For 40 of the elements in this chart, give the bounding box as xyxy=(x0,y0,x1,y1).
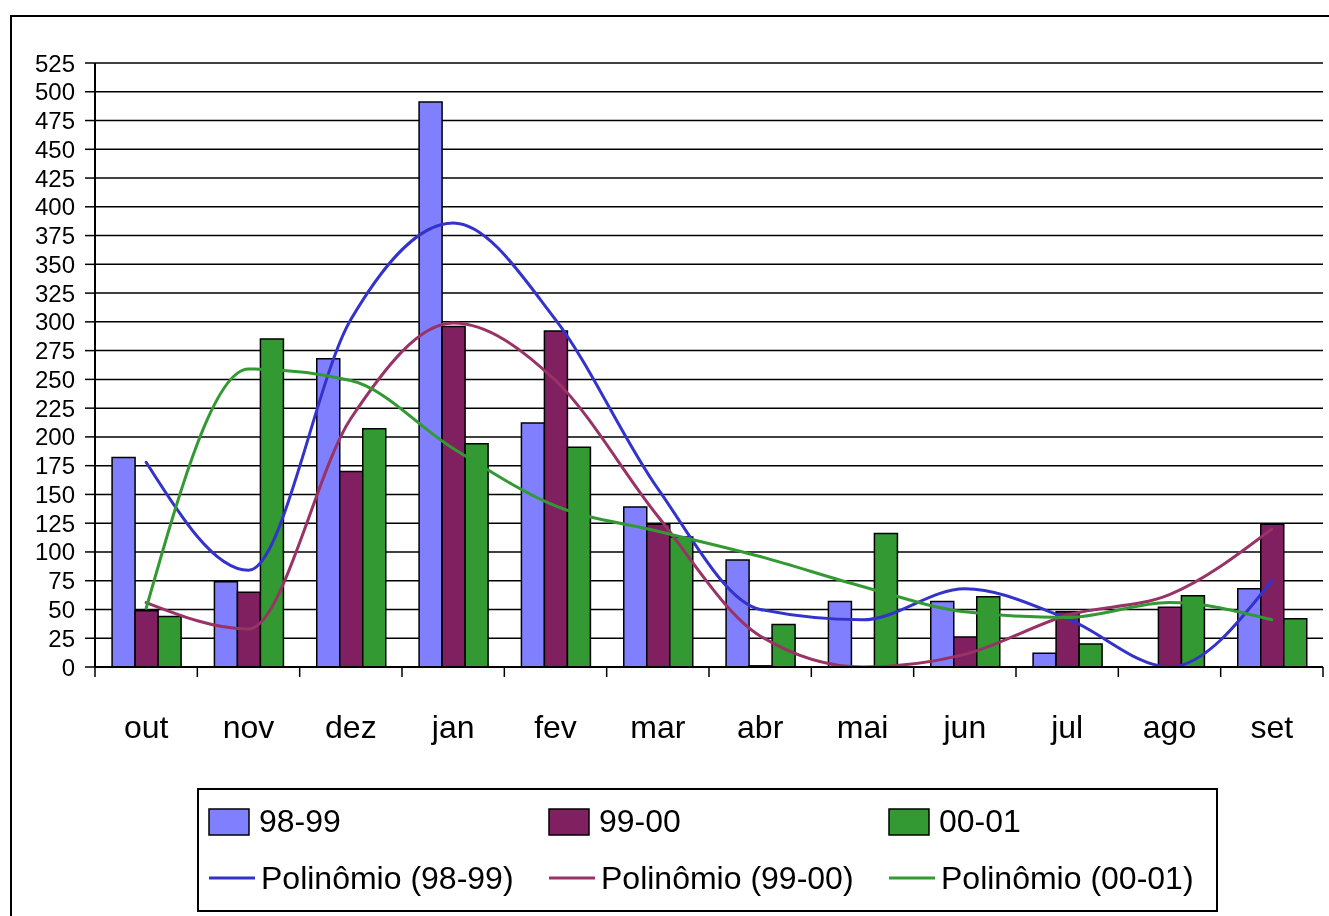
y-tick-label: 375 xyxy=(34,222,75,250)
x-tick-label: jul xyxy=(1050,708,1084,745)
x-tick-label: mai xyxy=(836,708,889,745)
y-tick-label: 75 xyxy=(48,567,75,595)
y-tick-label: 225 xyxy=(34,394,75,422)
legend-label: Polinômio (98-99) xyxy=(261,859,514,897)
x-tick-label: abr xyxy=(737,708,784,745)
y-tick-label: 500 xyxy=(34,78,75,106)
y-tick-label: 175 xyxy=(34,452,75,480)
legend-label: Polinômio (00-01) xyxy=(941,859,1194,897)
y-tick-label: 350 xyxy=(34,250,75,278)
legend-label: 98-99 xyxy=(259,803,341,841)
y-tick-label: 475 xyxy=(34,107,75,135)
legend-label: Polinômio (99-00) xyxy=(601,859,854,897)
x-tick-label: jun xyxy=(942,708,987,745)
y-tick-label: 25 xyxy=(48,624,75,652)
x-tick-label: set xyxy=(1250,708,1294,745)
y-tick-label: 0 xyxy=(61,653,75,681)
y-tick-label: 275 xyxy=(34,337,75,365)
legend-label: 99-00 xyxy=(599,803,681,841)
y-tick-label: 325 xyxy=(34,279,75,307)
x-tick-label: fev xyxy=(534,708,577,745)
y-tick-label: 400 xyxy=(34,193,75,221)
legend-label: 00-01 xyxy=(939,803,1021,841)
y-tick-label: 525 xyxy=(34,49,75,77)
x-tick-label: jan xyxy=(430,708,475,745)
y-tick-label: 300 xyxy=(34,308,75,336)
y-tick-label: 150 xyxy=(34,480,75,508)
y-tick-label: 125 xyxy=(34,509,75,537)
y-tick-label: 250 xyxy=(34,365,75,393)
x-tick-label: dez xyxy=(325,708,377,745)
y-tick-label: 100 xyxy=(34,538,75,566)
x-tick-label: out xyxy=(123,708,169,745)
y-tick-label: 200 xyxy=(34,423,75,451)
x-tick-label: ago xyxy=(1142,708,1197,745)
x-tick-label: mar xyxy=(630,708,686,745)
y-tick-label: 425 xyxy=(34,164,75,192)
y-tick-label: 50 xyxy=(48,596,75,623)
y-tick-label: 450 xyxy=(34,135,75,163)
x-tick-label: nov xyxy=(222,708,275,745)
